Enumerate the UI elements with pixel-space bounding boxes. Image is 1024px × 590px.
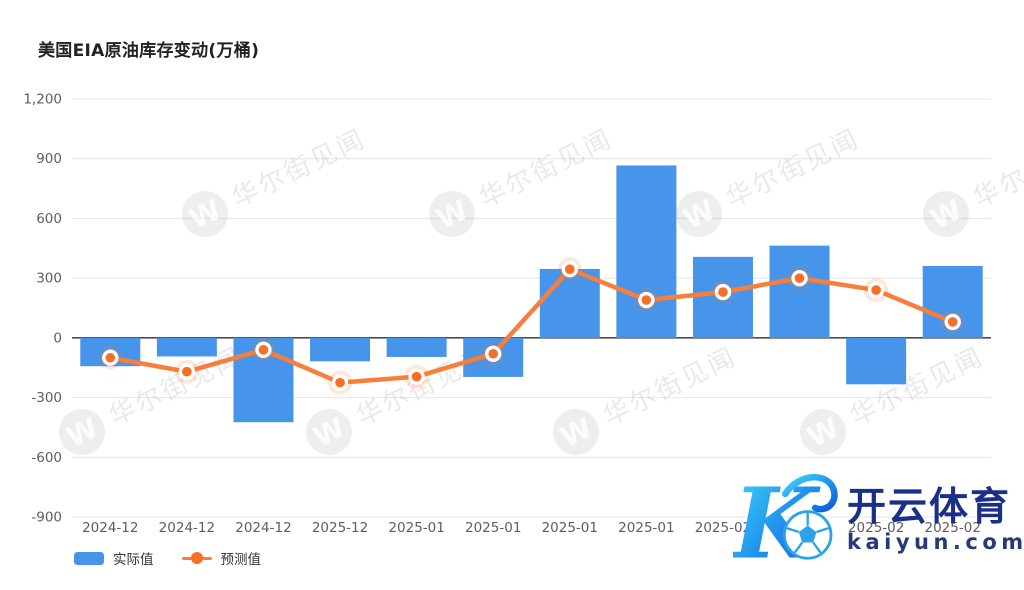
forecast-point-dot <box>947 317 958 327</box>
kaiyun-k-icon: K <box>733 468 838 572</box>
brand-name: 开云体育 <box>847 484 1012 530</box>
y-tick-label: 900 <box>36 151 62 167</box>
actual-value-bar[interactable] <box>386 337 447 357</box>
forecast-point[interactable] <box>404 364 429 389</box>
watermark-logo-icon <box>676 191 722 237</box>
x-tick-label: 2025-01 <box>465 520 521 536</box>
watermark-logo-icon <box>923 191 969 237</box>
y-tick-label: 600 <box>36 211 62 227</box>
forecast-point[interactable] <box>481 341 506 366</box>
actual-value-bar[interactable] <box>616 165 677 338</box>
kaiyun-brand-logo[interactable]: K 开云体育 kaiyun.com <box>733 468 1024 572</box>
forecast-point-dot <box>718 287 728 297</box>
watermark-text: 华尔街见闻 <box>228 124 371 215</box>
legend-forecast-label: 预测值 <box>220 552 262 568</box>
actual-series-swatch <box>74 551 104 565</box>
x-tick-label: 2025-02 <box>695 520 751 536</box>
watermark-text: 华尔街见闻 <box>475 124 618 215</box>
forecast-point[interactable] <box>940 309 965 334</box>
x-tick-label: 2025-01 <box>542 520 598 536</box>
y-tick-label: 1,200 <box>23 92 62 108</box>
x-tick-label: 2025-12 <box>312 520 368 536</box>
x-tick-label: 2024-12 <box>235 520 291 536</box>
forecast-point[interactable] <box>634 288 659 313</box>
forecast-point[interactable] <box>710 280 735 305</box>
x-tick-label: 2024-12 <box>159 520 215 536</box>
x-tick-label: 2024-12 <box>82 520 138 536</box>
actual-value-bar[interactable] <box>769 245 830 338</box>
watermark-text: 华尔街见闻 <box>722 124 865 215</box>
soccer-ball-icon <box>782 510 833 560</box>
x-tick-label: 2025-02 <box>848 520 904 536</box>
watermark-logo-icon <box>306 409 352 455</box>
y-tick-label: 0 <box>53 330 62 346</box>
forecast-point-dot <box>105 352 116 363</box>
forecast-dot-swatch <box>190 552 203 564</box>
watermark-logo-icon <box>553 409 599 455</box>
chart-legend: 实际值 预测值 <box>74 548 261 568</box>
forecast-point-dot <box>258 345 269 355</box>
watermark-logo-icon <box>429 191 475 237</box>
watermark-text: 华尔街见闻 <box>599 342 742 433</box>
forecast-point[interactable] <box>328 370 353 395</box>
actual-value-bar[interactable] <box>846 337 907 385</box>
actual-value-bar[interactable] <box>310 337 371 362</box>
legend-actual-label: 实际值 <box>113 552 154 568</box>
x-tick-label: 2025-01 <box>618 520 674 536</box>
legend-item-actual[interactable]: 实际值 <box>74 548 154 568</box>
actual-value-bar[interactable] <box>156 337 217 357</box>
watermark-logo-icon <box>59 409 105 455</box>
x-tick-label: 2025-01 <box>388 520 444 536</box>
y-tick-label: 300 <box>36 271 62 287</box>
forecast-series-marker <box>181 551 212 565</box>
forecast-line <box>108 266 955 385</box>
forecast-point[interactable] <box>174 359 199 384</box>
chart-title: 美国EIA原油库存变动(万桶) <box>38 41 260 61</box>
brand-domain: kaiyun.com <box>847 529 1024 554</box>
y-tick-label: -900 <box>31 510 62 526</box>
forecast-point-dot <box>335 377 345 388</box>
forecast-point-dot <box>794 273 805 283</box>
forecast-point-dot <box>182 366 192 377</box>
actual-value-bar[interactable] <box>539 268 600 338</box>
forecast-point[interactable] <box>864 278 889 303</box>
forecast-point-dot <box>488 348 499 359</box>
watermark-logo-icon <box>182 191 228 237</box>
forecast-point-dot <box>564 264 575 274</box>
forecast-point-dot <box>411 371 422 382</box>
forecast-point-dot <box>641 295 652 305</box>
forecast-point[interactable] <box>557 257 582 282</box>
forecast-point-dot <box>871 285 881 295</box>
y-tick-label: -300 <box>31 390 62 406</box>
watermark-text: 华尔街见闻 <box>969 124 1024 215</box>
forecast-point[interactable] <box>98 345 123 370</box>
brand-text: 开云体育 kaiyun.com <box>847 488 1024 553</box>
legend-item-forecast[interactable]: 预测值 <box>181 548 262 568</box>
x-tick-label: 2025-02 <box>925 520 981 536</box>
watermark-logo-icon <box>800 409 846 455</box>
forecast-point[interactable] <box>251 337 276 362</box>
forecast-point[interactable] <box>787 266 812 291</box>
y-tick-label: -600 <box>31 450 62 466</box>
